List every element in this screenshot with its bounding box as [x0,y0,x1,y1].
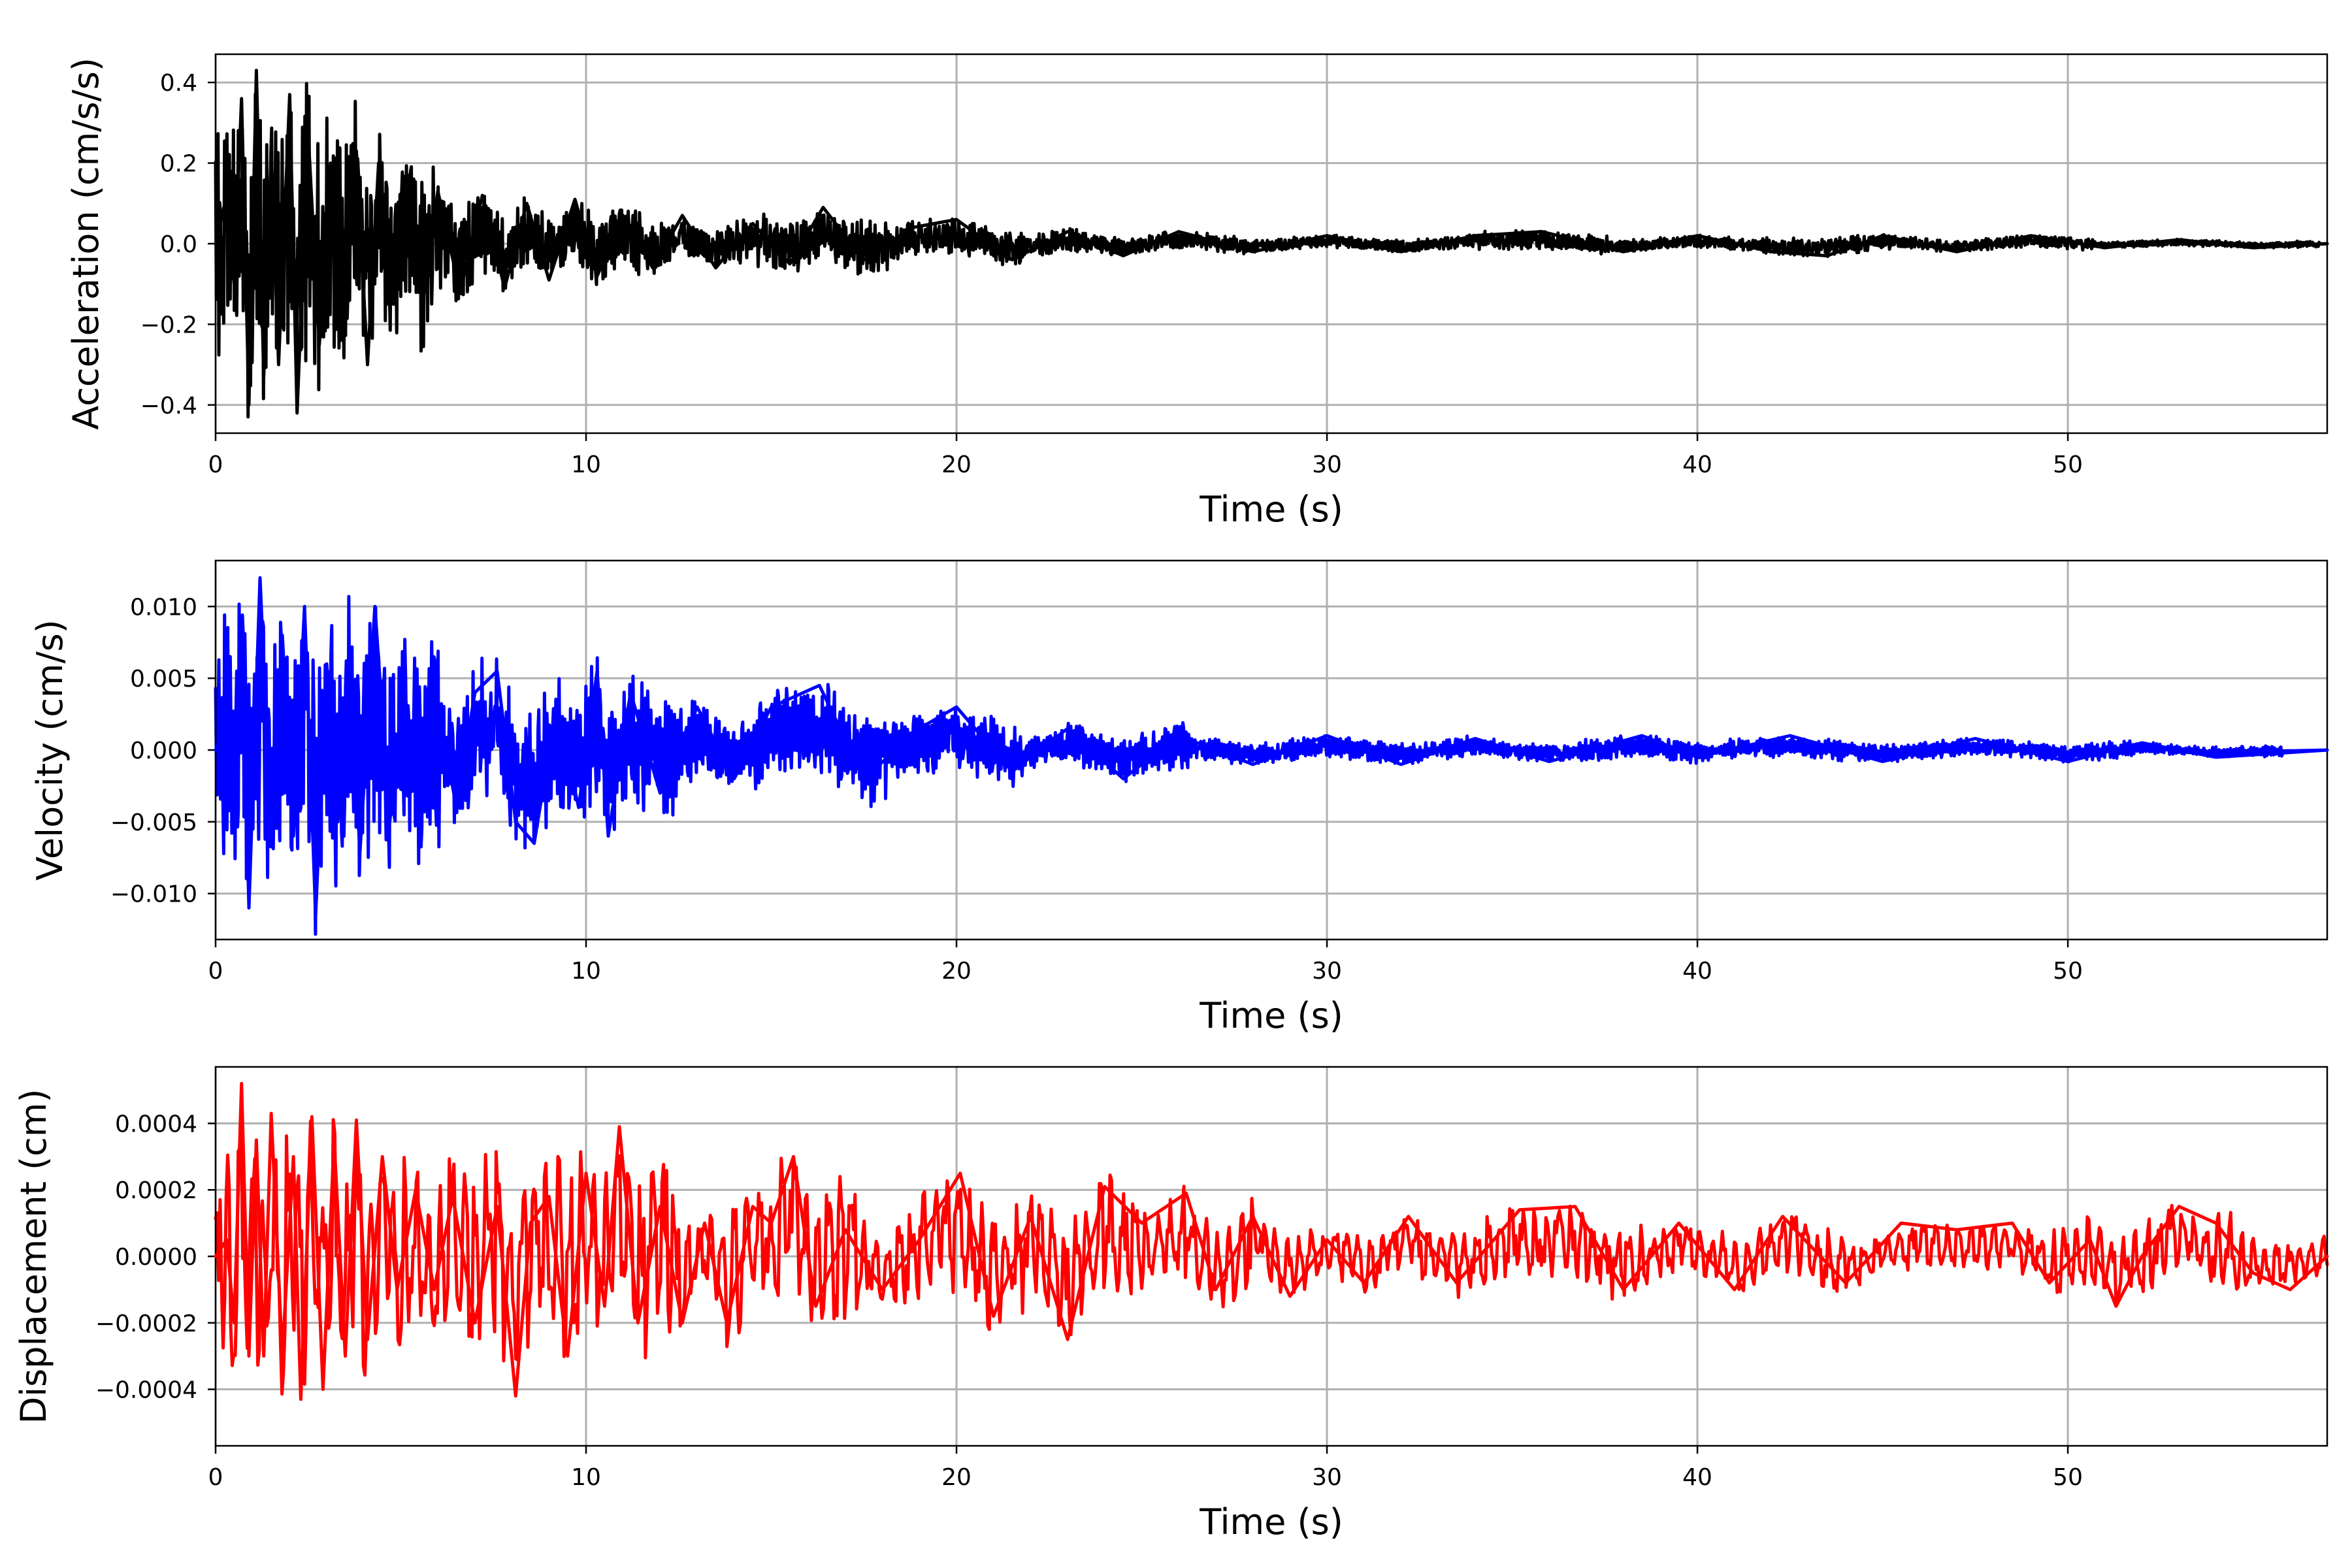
y-tick-label: 0.0002 [115,1177,197,1204]
x-tick-label: 20 [941,1464,972,1491]
y-tick-label: 0.0000 [115,1244,197,1271]
y-tick-label: 0.0004 [115,1111,197,1137]
displacement-series-line [214,1118,2329,1396]
y-tick-label: −0.005 [110,809,197,836]
x-tick-label: 50 [2053,958,2083,985]
acceleration-x-axis-label: Time (s) [1199,489,1343,530]
y-tick-label: −0.010 [110,881,197,908]
velocity-y-axis-label: Velocity (cm/s) [29,619,71,881]
velocity-x-axis-label: Time (s) [1199,995,1343,1036]
velocity-peak-trace [214,576,2329,917]
y-tick-label: −0.2 [140,312,197,338]
x-tick-label: 10 [571,958,601,985]
acceleration-ticks: 0 10 20 30 40 50 −0.4 −0.2 0.0 0.2 0.4 [140,70,2083,478]
panel-displacement: 0 10 20 30 40 50 −0.0004 −0.0002 0.0000 0.0002 0.0… [13,1066,2329,1543]
y-tick-label: 0.010 [130,594,197,621]
x-tick-label: 40 [1682,958,1712,985]
acceleration-peak-trace [214,69,2329,415]
x-tick-label: 30 [1312,451,1342,478]
y-tick-label: 0.005 [130,666,197,693]
x-tick-label: 0 [208,451,223,478]
y-tick-label: −0.0002 [95,1311,197,1337]
acceleration-y-axis-label: Acceleration (cm/s/s) [65,57,106,430]
x-tick-label: 40 [1682,1464,1712,1491]
x-tick-label: 20 [941,451,972,478]
y-tick-label: 0.4 [160,70,197,97]
x-tick-label: 20 [941,958,972,985]
acceleration-series-line [214,82,2329,419]
x-tick-label: 50 [2053,1464,2083,1491]
y-tick-label: −0.4 [140,393,197,419]
velocity-series-line [214,595,2329,936]
displacement-x-axis-label: Time (s) [1199,1501,1343,1543]
x-tick-label: 10 [571,1464,601,1491]
displacement-ticks: 0 10 20 30 40 50 −0.0004 −0.0002 0.0000 0.0002 0.0… [95,1111,2083,1491]
x-tick-label: 0 [208,1464,223,1491]
x-tick-label: 30 [1312,958,1342,985]
y-tick-label: 0.000 [130,738,197,764]
panel-acceleration: 0 10 20 30 40 50 −0.4 −0.2 0.0 0.2 0.4 Time (s) Ac… [65,53,2329,530]
displacement-peak-trace [214,1081,2329,1401]
x-tick-label: 50 [2053,451,2083,478]
x-tick-label: 30 [1312,1464,1342,1491]
y-tick-label: −0.0004 [95,1377,197,1404]
x-tick-label: 10 [571,451,601,478]
y-tick-label: 0.0 [160,231,197,258]
displacement-y-axis-label: Displacement (cm) [13,1089,54,1424]
y-tick-label: 0.2 [160,151,197,178]
x-tick-label: 40 [1682,451,1712,478]
panel-velocity: 0 10 20 30 40 50 −0.010 −0.005 0.000 0.005 0.010 T… [29,559,2329,1036]
x-tick-label: 0 [208,958,223,985]
velocity-ticks: 0 10 20 30 40 50 −0.010 −0.005 0.000 0.005 0.010 [110,594,2083,985]
